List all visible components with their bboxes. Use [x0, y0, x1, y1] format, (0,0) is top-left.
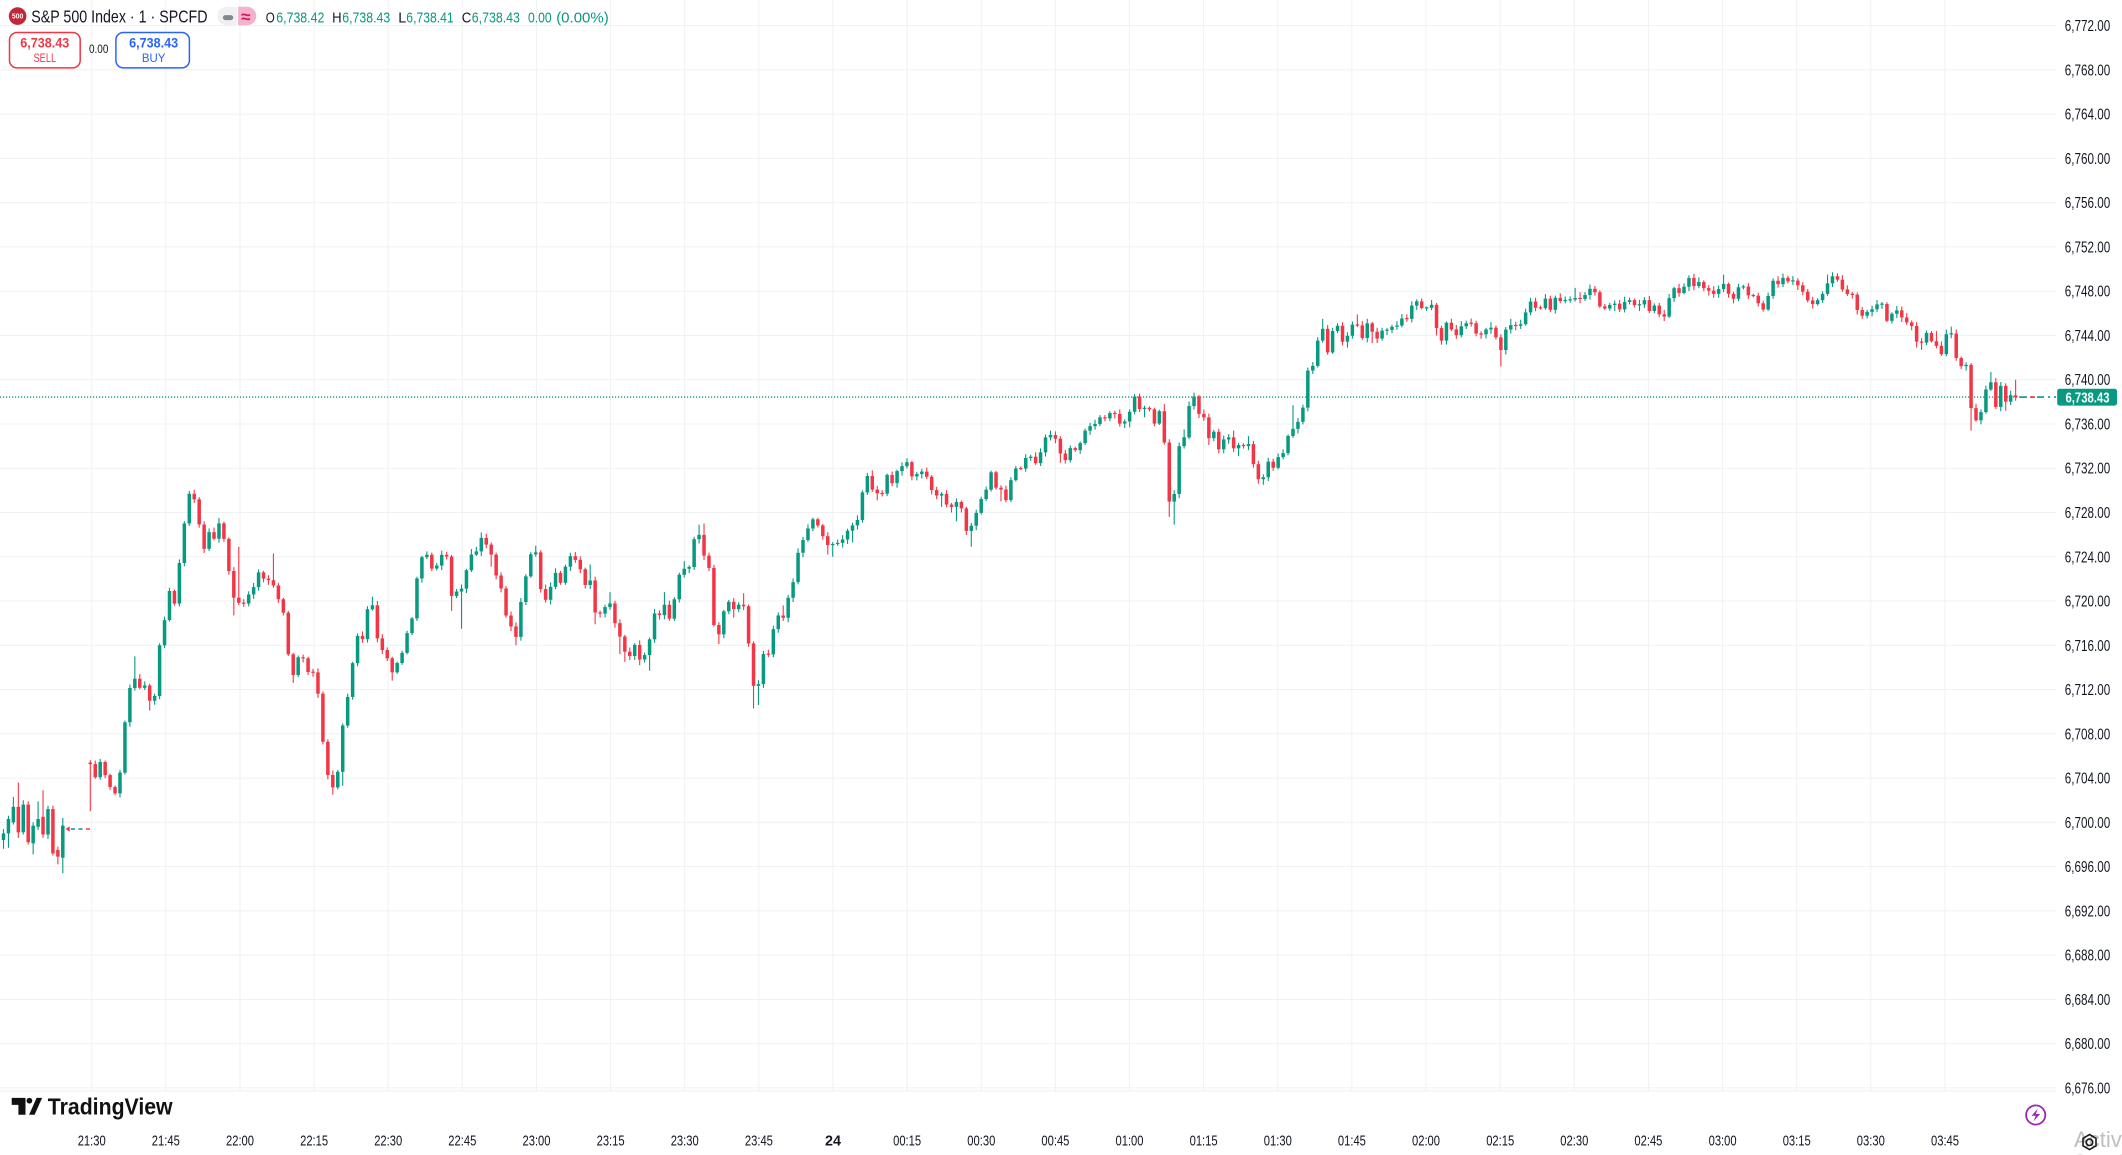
svg-text:01:30: 01:30 [1264, 1133, 1292, 1150]
svg-text:6,752.00: 6,752.00 [2065, 239, 2111, 256]
svg-text:6,704.00: 6,704.00 [2065, 771, 2111, 788]
svg-text:6,744.00: 6,744.00 [2065, 328, 2111, 345]
svg-text:22:15: 22:15 [300, 1133, 328, 1150]
svg-text:6,688.00: 6,688.00 [2065, 948, 2111, 965]
svg-text:6,680.00: 6,680.00 [2065, 1036, 2111, 1053]
svg-text:6,738.43: 6,738.43 [20, 35, 69, 51]
svg-text:23:15: 23:15 [597, 1133, 625, 1150]
svg-text:01:45: 01:45 [1338, 1133, 1366, 1150]
svg-text:23:00: 23:00 [523, 1133, 551, 1150]
svg-text:6,738.43: 6,738.43 [472, 10, 520, 27]
svg-text:BUY: BUY [142, 53, 166, 65]
svg-text:6,738.43: 6,738.43 [129, 35, 178, 51]
svg-text:(0.00%): (0.00%) [556, 10, 609, 27]
svg-text:22:45: 22:45 [448, 1133, 476, 1150]
svg-text:02:30: 02:30 [1560, 1133, 1588, 1150]
svg-text:6,736.00: 6,736.00 [2065, 417, 2111, 434]
svg-text:6,764.00: 6,764.00 [2065, 107, 2111, 124]
svg-text:02:45: 02:45 [1634, 1133, 1662, 1150]
svg-text:00:15: 00:15 [893, 1133, 921, 1150]
svg-text:6,716.00: 6,716.00 [2065, 638, 2111, 655]
svg-text:Activa: Activa [2074, 1127, 2122, 1152]
svg-text:6,756.00: 6,756.00 [2065, 195, 2111, 212]
svg-text:6,738.43: 6,738.43 [342, 10, 390, 27]
svg-text:6,748.00: 6,748.00 [2065, 284, 2111, 301]
svg-text:S&P 500 Index · 1 · SPCFD: S&P 500 Index · 1 · SPCFD [31, 6, 207, 26]
svg-text:0.00: 0.00 [528, 10, 552, 27]
svg-text:01:00: 01:00 [1116, 1133, 1144, 1150]
svg-text:6,712.00: 6,712.00 [2065, 682, 2111, 699]
svg-text:03:30: 03:30 [1857, 1133, 1885, 1150]
svg-text:24: 24 [825, 1133, 842, 1150]
svg-text:TradingView: TradingView [48, 1094, 173, 1120]
svg-text:O: O [266, 10, 275, 27]
svg-text:21:45: 21:45 [152, 1133, 180, 1150]
svg-text:L: L [398, 10, 406, 27]
svg-text:02:15: 02:15 [1486, 1133, 1514, 1150]
svg-text:23:30: 23:30 [671, 1133, 699, 1150]
svg-text:6,740.00: 6,740.00 [2065, 372, 2111, 389]
svg-text:6,708.00: 6,708.00 [2065, 726, 2111, 743]
svg-text:H: H [332, 10, 342, 27]
svg-text:Go to Settings: Go to Settings [2074, 1151, 2122, 1155]
svg-text:6,732.00: 6,732.00 [2065, 461, 2111, 478]
svg-text:6,768.00: 6,768.00 [2065, 62, 2111, 79]
svg-text:SELL: SELL [34, 53, 57, 65]
svg-text:6,720.00: 6,720.00 [2065, 594, 2111, 611]
svg-text:6,772.00: 6,772.00 [2065, 18, 2111, 35]
svg-text:02:00: 02:00 [1412, 1133, 1440, 1150]
svg-text:00:30: 00:30 [967, 1133, 995, 1150]
svg-text:00:45: 00:45 [1041, 1133, 1069, 1150]
svg-text:03:00: 03:00 [1709, 1133, 1737, 1150]
svg-text:6,724.00: 6,724.00 [2065, 549, 2111, 566]
svg-text:23:45: 23:45 [745, 1133, 773, 1150]
svg-text:01:15: 01:15 [1190, 1133, 1218, 1150]
svg-text:03:15: 03:15 [1783, 1133, 1811, 1150]
svg-text:6,738.42: 6,738.42 [276, 10, 324, 27]
svg-text:6,728.00: 6,728.00 [2065, 505, 2111, 522]
svg-text:6,738.41: 6,738.41 [406, 10, 453, 27]
svg-text:6,684.00: 6,684.00 [2065, 992, 2111, 1009]
svg-text:6,760.00: 6,760.00 [2065, 151, 2111, 168]
svg-text:6,692.00: 6,692.00 [2065, 903, 2111, 920]
svg-text:C: C [462, 10, 472, 27]
svg-text:6,696.00: 6,696.00 [2065, 859, 2111, 876]
svg-text:22:30: 22:30 [374, 1133, 402, 1150]
svg-text:6,738.43: 6,738.43 [2066, 390, 2110, 407]
svg-text:6,676.00: 6,676.00 [2065, 1080, 2111, 1097]
svg-text:≈: ≈ [241, 7, 250, 26]
svg-text:0.00: 0.00 [89, 42, 109, 56]
svg-text:500: 500 [12, 12, 24, 21]
svg-text:22:00: 22:00 [226, 1133, 254, 1150]
svg-text:21:30: 21:30 [78, 1133, 106, 1150]
svg-text:6,700.00: 6,700.00 [2065, 815, 2111, 832]
svg-text:03:45: 03:45 [1931, 1133, 1959, 1150]
